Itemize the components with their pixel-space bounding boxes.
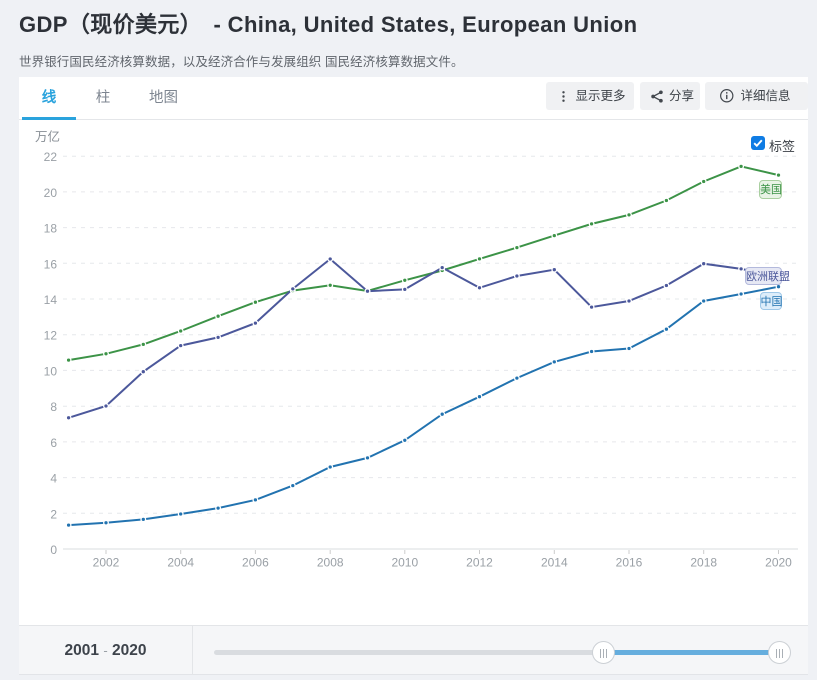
- svg-text:22: 22: [44, 150, 58, 164]
- svg-text:0: 0: [50, 543, 57, 557]
- svg-text:18: 18: [44, 222, 58, 236]
- svg-text:2016: 2016: [616, 556, 643, 570]
- svg-text:20: 20: [44, 186, 58, 200]
- svg-text:16: 16: [44, 257, 58, 271]
- svg-text:2004: 2004: [167, 556, 194, 570]
- svg-text:2010: 2010: [391, 556, 418, 570]
- svg-text:万亿: 万亿: [35, 129, 60, 144]
- svg-text:8: 8: [50, 400, 57, 414]
- svg-text:2: 2: [50, 507, 57, 521]
- svg-text:2018: 2018: [690, 556, 717, 570]
- svg-text:2008: 2008: [317, 556, 344, 570]
- svg-text:6: 6: [50, 436, 57, 450]
- svg-text:2012: 2012: [466, 556, 493, 570]
- svg-text:10: 10: [44, 364, 58, 378]
- svg-text:12: 12: [44, 329, 58, 343]
- svg-text:2014: 2014: [541, 556, 568, 570]
- svg-text:4: 4: [50, 472, 57, 486]
- svg-text:14: 14: [44, 293, 58, 307]
- svg-text:2020: 2020: [765, 556, 792, 570]
- svg-text:2002: 2002: [93, 556, 120, 570]
- svg-text:2006: 2006: [242, 556, 269, 570]
